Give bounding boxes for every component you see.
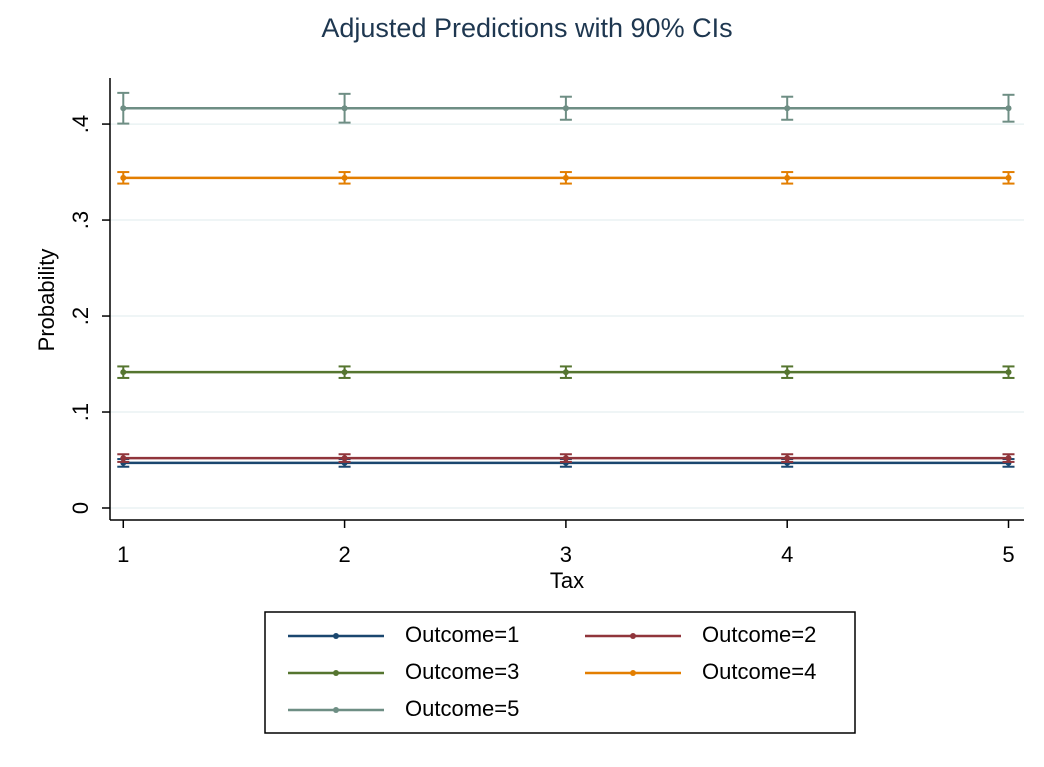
- point: [562, 369, 569, 376]
- point: [784, 174, 791, 181]
- point: [341, 105, 348, 112]
- legend-label: Outcome=1: [405, 622, 519, 647]
- y-axis-label: Probability: [34, 249, 59, 352]
- x-tick-label: 5: [1002, 542, 1014, 567]
- point: [120, 174, 127, 181]
- point: [120, 455, 127, 462]
- chart-title: Adjusted Predictions with 90% CIs: [321, 13, 732, 43]
- y-tick-label: .1: [68, 403, 93, 421]
- point: [562, 455, 569, 462]
- point: [1005, 174, 1012, 181]
- legend-label: Outcome=2: [702, 622, 816, 647]
- point: [341, 174, 348, 181]
- y-tick-label: .4: [68, 115, 93, 133]
- legend-marker: [333, 633, 339, 639]
- legend-label: Outcome=4: [702, 659, 816, 684]
- x-tick-label: 3: [560, 542, 572, 567]
- point: [784, 455, 791, 462]
- point: [1005, 369, 1012, 376]
- legend-marker: [333, 707, 339, 713]
- x-tick-label: 4: [781, 542, 793, 567]
- point: [784, 105, 791, 112]
- point: [1005, 105, 1012, 112]
- legend-label: Outcome=5: [405, 696, 519, 721]
- legend-marker: [333, 670, 339, 676]
- point: [120, 105, 127, 112]
- y-tick-label: 0: [68, 502, 93, 514]
- y-tick-label: .3: [68, 211, 93, 229]
- legend-marker: [630, 633, 636, 639]
- point: [562, 105, 569, 112]
- x-tick-label: 2: [338, 542, 350, 567]
- point: [1005, 455, 1012, 462]
- point: [120, 369, 127, 376]
- point: [341, 455, 348, 462]
- point: [341, 369, 348, 376]
- point: [562, 174, 569, 181]
- x-axis-label: Tax: [550, 568, 584, 593]
- legend-marker: [630, 670, 636, 676]
- legend-label: Outcome=3: [405, 659, 519, 684]
- x-tick-label: 1: [117, 542, 129, 567]
- point: [784, 369, 791, 376]
- y-tick-label: .2: [68, 307, 93, 325]
